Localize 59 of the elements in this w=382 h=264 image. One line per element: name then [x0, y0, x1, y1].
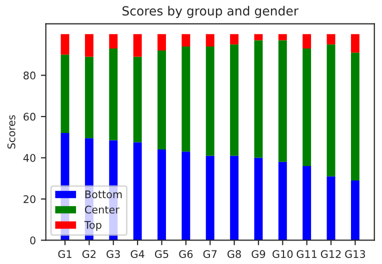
bar: [278, 40, 287, 162]
bar: [182, 34, 190, 46]
y-axis-title: Scores: [7, 115, 16, 149]
bar: [302, 48, 312, 166]
x-tick-label: G4: [130, 250, 144, 258]
bar: [326, 44, 336, 176]
x-tick-label: G12: [320, 250, 341, 258]
x-tick-label: G2: [82, 250, 96, 258]
bar: [254, 34, 263, 40]
x-tick-label: G6: [179, 250, 193, 258]
legend-label: Top: [84, 221, 102, 231]
bar: [254, 158, 263, 240]
bar: [158, 150, 166, 240]
legend-label: Center: [84, 206, 120, 214]
chart-title: Scores by group and gender: [122, 6, 299, 18]
x-tick-label: G8: [228, 250, 241, 258]
bar: [326, 176, 336, 240]
bar: [109, 48, 118, 140]
x-tick-label: G11: [296, 250, 317, 258]
x-tick-label: G9: [252, 250, 266, 258]
bar: [206, 156, 214, 240]
bar: [158, 34, 166, 51]
x-tick-label: G3: [106, 250, 120, 258]
bar: [254, 40, 263, 158]
bar: [206, 46, 214, 156]
bar: [182, 152, 190, 240]
x-tick-label: G10: [272, 250, 293, 258]
bar: [206, 34, 214, 46]
y-tick-label: 40: [23, 154, 36, 162]
bar: [230, 156, 239, 240]
bar: [133, 142, 142, 240]
bar: [109, 34, 118, 48]
bar: [60, 34, 70, 55]
bar: [60, 54, 70, 134]
bar: [302, 166, 312, 240]
bar: [230, 34, 239, 44]
bar: [350, 34, 360, 53]
y-tick-label: 0: [30, 236, 36, 244]
x-tick-label: G1: [58, 250, 72, 258]
y-tick-label: 60: [24, 112, 36, 121]
x-tick-label: G13: [345, 250, 366, 258]
bar: [326, 34, 336, 44]
y-tick-label: 20: [24, 195, 36, 204]
bar: [278, 34, 287, 40]
bar: [302, 34, 312, 48]
bar: [84, 34, 94, 57]
bar: [133, 56, 142, 142]
y-tick-label: 80: [24, 72, 36, 80]
bar: [230, 44, 239, 156]
bar: [84, 56, 94, 138]
x-tick-label: G7: [203, 250, 217, 258]
bar: [350, 180, 360, 240]
bar: [182, 46, 190, 152]
bar: [133, 34, 142, 57]
bar: [350, 52, 360, 180]
x-tick-label: G5: [154, 250, 168, 258]
bar: [158, 50, 166, 150]
bar: [278, 162, 287, 240]
legend-label: Bottom: [85, 190, 122, 198]
